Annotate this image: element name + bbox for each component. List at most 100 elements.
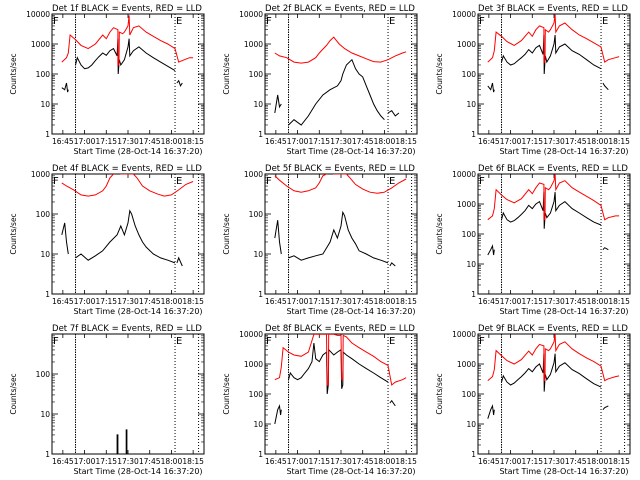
y-tick-label: 10000 xyxy=(452,330,476,339)
marker-label: E xyxy=(176,16,182,27)
y-tick-label: 1 xyxy=(258,290,263,299)
series-events-line xyxy=(288,342,389,395)
y-axis-label: Counts/sec xyxy=(9,53,18,94)
series-lld-line xyxy=(61,174,194,197)
x-axis-label: Start Time (28-Oct-14 16:37:20) xyxy=(286,147,415,156)
x-tick-label: 16:45 xyxy=(52,137,74,146)
x-tick-label: 17:30 xyxy=(543,297,565,306)
y-tick-label: 10 xyxy=(466,420,476,429)
panel-title: Det 3f BLACK = Events, RED = LLD xyxy=(478,4,628,14)
y-tick-label: 10000 xyxy=(239,330,263,339)
y-axis-label: Counts/sec xyxy=(435,213,444,254)
panel-det-6: Det 6f BLACK = Events, RED = LLD Counts/s… xyxy=(435,164,631,316)
x-tick-label: 17:15 xyxy=(95,297,117,306)
y-tick-label: 100 xyxy=(462,390,477,399)
y-tick-label: 100 xyxy=(36,70,51,79)
x-tick-label: 17:45 xyxy=(139,137,161,146)
series-events-line xyxy=(176,256,183,267)
marker-label: F xyxy=(53,16,59,27)
x-axis-label: Start Time (28-Oct-14 16:37:20) xyxy=(73,307,202,316)
x-tick-label: 17:45 xyxy=(139,457,161,466)
y-tick-label: 100 xyxy=(462,230,477,239)
y-tick-label: 1000 xyxy=(31,170,50,179)
y-tick-label: 10000 xyxy=(26,10,50,19)
x-tick-label: 17:00 xyxy=(500,297,522,306)
series-events-line xyxy=(602,82,609,91)
y-tick-label: 100 xyxy=(36,370,51,379)
panel-det-1: Det 1f BLACK = Events, RED = LLD Counts/s… xyxy=(9,4,205,156)
plot-frame xyxy=(477,333,631,455)
y-tick-label: 100 xyxy=(462,70,477,79)
series-events-line xyxy=(274,404,282,425)
x-axis-label: Start Time (28-Oct-14 16:37:20) xyxy=(499,467,628,476)
x-tick-label: 18:00 xyxy=(587,137,609,146)
panel-det-9: Det 9f BLACK = Events, RED = LLD Counts/s… xyxy=(435,324,631,476)
x-tick-label: 18:00 xyxy=(161,137,183,146)
x-tick-label: 17:45 xyxy=(352,137,374,146)
series-events-line xyxy=(288,210,389,264)
x-tick-label: 17:45 xyxy=(352,457,374,466)
plot-frame xyxy=(51,173,205,295)
y-tick-label: 1000 xyxy=(457,200,476,209)
panel-title: Det 5f BLACK = Events, RED = LLD xyxy=(265,164,415,174)
y-tick-label: 10000 xyxy=(239,10,263,19)
x-tick-label: 17:45 xyxy=(565,137,587,146)
x-tick-label: 16:45 xyxy=(478,297,500,306)
panel-det-3: Det 3f BLACK = Events, RED = LLD Counts/s… xyxy=(435,4,631,156)
x-tick-label: 17:30 xyxy=(543,137,565,146)
y-tick-label: 1 xyxy=(471,450,476,459)
marker-label: F xyxy=(266,176,272,187)
x-tick-label: 18:00 xyxy=(161,297,183,306)
series-events-line xyxy=(61,82,69,93)
panel-title: Det 7f BLACK = Events, RED = LLD xyxy=(52,324,202,334)
series-lld-line xyxy=(274,174,407,194)
panel-det-5: Det 5f BLACK = Events, RED = LLD Counts/s… xyxy=(222,164,418,316)
marker-label: E xyxy=(389,16,395,27)
y-tick-label: 1000 xyxy=(244,170,263,179)
marker-label: F xyxy=(479,336,485,347)
series-events-line xyxy=(487,82,495,93)
y-tick-label: 100 xyxy=(249,70,264,79)
y-tick-label: 10 xyxy=(466,260,476,269)
x-tick-label: 16:45 xyxy=(265,137,287,146)
x-tick-label: 17:15 xyxy=(95,457,117,466)
plot-frame xyxy=(477,13,631,135)
panel-title: Det 6f BLACK = Events, RED = LLD xyxy=(478,164,628,174)
y-tick-label: 1 xyxy=(258,450,263,459)
series-events-line xyxy=(75,209,176,264)
y-tick-label: 100 xyxy=(249,390,264,399)
panel-det-8: Det 8f BLACK = Events, RED = LLD Counts/s… xyxy=(222,324,418,476)
x-tick-label: 17:15 xyxy=(308,137,330,146)
x-tick-label: 17:00 xyxy=(500,137,522,146)
x-tick-label: 17:00 xyxy=(500,457,522,466)
x-tick-label: 18:15 xyxy=(395,297,417,306)
marker-label: E xyxy=(389,336,395,347)
panel-det-2: Det 2f BLACK = Events, RED = LLD Counts/s… xyxy=(222,4,418,156)
plot-frame xyxy=(264,13,418,135)
y-tick-label: 1000 xyxy=(244,40,263,49)
x-tick-label: 17:15 xyxy=(308,297,330,306)
marker-label: E xyxy=(602,16,608,27)
y-tick-label: 1 xyxy=(471,130,476,139)
y-axis-label: Counts/sec xyxy=(222,53,231,94)
x-axis-label: Start Time (28-Oct-14 16:37:20) xyxy=(286,467,415,476)
series-lld-line xyxy=(487,334,620,382)
y-tick-label: 1000 xyxy=(457,40,476,49)
marker-label: F xyxy=(266,336,272,347)
y-tick-label: 1000 xyxy=(457,360,476,369)
x-tick-label: 16:45 xyxy=(265,457,287,466)
marker-label: F xyxy=(53,336,59,347)
x-tick-label: 17:30 xyxy=(543,457,565,466)
y-tick-label: 100 xyxy=(36,210,51,219)
x-axis-label: Start Time (28-Oct-14 16:37:20) xyxy=(286,307,415,316)
y-tick-label: 10 xyxy=(40,250,50,259)
marker-label: F xyxy=(266,16,272,27)
panel-title: Det 4f BLACK = Events, RED = LLD xyxy=(52,164,202,174)
series-events-line xyxy=(602,405,609,411)
marker-label: F xyxy=(479,176,485,187)
plot-frame xyxy=(477,173,631,295)
x-tick-label: 17:15 xyxy=(521,457,543,466)
plot-frame xyxy=(264,173,418,295)
series-events-line xyxy=(501,353,602,392)
y-tick-label: 1000 xyxy=(244,360,263,369)
